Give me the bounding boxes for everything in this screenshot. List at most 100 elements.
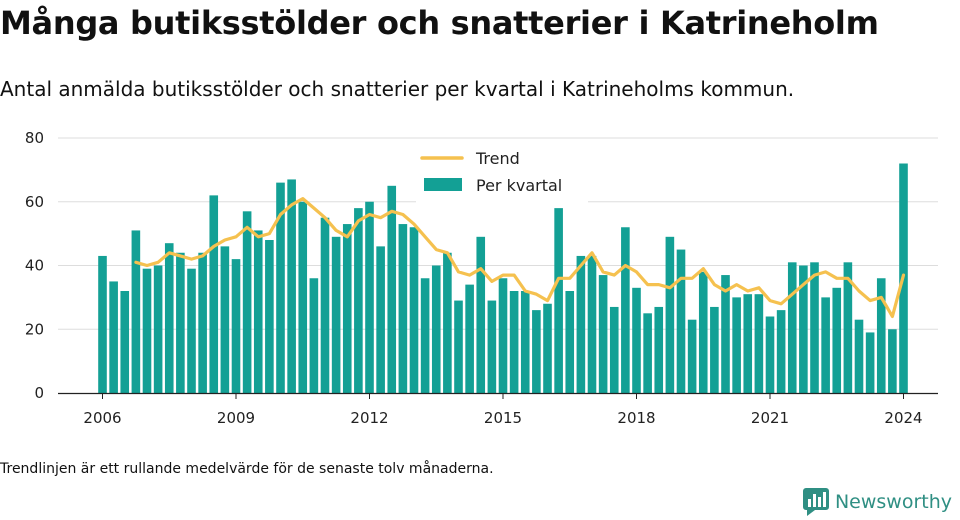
- x-tick-label: 2018: [617, 409, 655, 427]
- bar: [854, 319, 864, 393]
- x-tick-label: 2015: [484, 409, 522, 427]
- footnote: Trendlinjen är ett rullande medelvärde f…: [0, 461, 494, 477]
- bar: [799, 265, 808, 393]
- bar: [209, 195, 219, 393]
- bar: [654, 306, 664, 393]
- bar: [520, 291, 530, 393]
- bar: [276, 182, 285, 393]
- trend-line: [134, 196, 906, 319]
- bar: [476, 236, 486, 393]
- bar: [331, 236, 341, 393]
- bar: [98, 255, 107, 393]
- bar: [242, 211, 252, 393]
- legend: Trend Per kvartal: [416, 142, 588, 204]
- bar: [487, 300, 497, 393]
- bar: [176, 252, 185, 393]
- brand: Newsworthy: [802, 488, 952, 516]
- bar: [754, 294, 764, 393]
- bar: [632, 287, 641, 393]
- bar: [387, 185, 397, 393]
- x-tick-label: 2009: [217, 409, 255, 427]
- chart-area: 0 20 40 60 80 2006 2009 2012 2015 2018 2021 2024 T…: [25, 129, 938, 427]
- bar: [643, 313, 652, 393]
- bar: [888, 329, 897, 393]
- bar: [187, 268, 196, 393]
- x-axis: 2006 2009 2012 2015 2018 2021 2024: [58, 392, 938, 427]
- bar: [398, 224, 408, 393]
- bar: [142, 268, 152, 393]
- bar: [587, 255, 597, 393]
- bar: [420, 278, 430, 393]
- trend-series: [134, 196, 906, 319]
- bar: [543, 303, 552, 393]
- bar: [253, 230, 263, 393]
- y-tick-label: 20: [25, 320, 44, 338]
- legend-trend-label: Trend: [475, 149, 520, 168]
- bar: [509, 291, 519, 393]
- x-tick-label: 2024: [884, 409, 922, 427]
- bar: [821, 297, 830, 393]
- bar: [843, 262, 853, 393]
- bar: [721, 275, 730, 393]
- bar: [265, 240, 274, 393]
- y-axis-labels: 0 20 40 60 80: [25, 129, 44, 402]
- legend-bar-label: Per kvartal: [476, 176, 562, 195]
- bar: [443, 252, 452, 393]
- bar: [287, 179, 296, 393]
- bar: [376, 246, 385, 393]
- x-tick-label: 2006: [83, 409, 121, 427]
- bar: [698, 271, 708, 393]
- bar: [532, 310, 541, 393]
- y-tick-label: 80: [25, 129, 44, 147]
- bar: [431, 265, 441, 393]
- bar: [621, 227, 630, 393]
- bar: [109, 281, 118, 393]
- bar: [454, 300, 463, 393]
- bar: [498, 278, 508, 393]
- bar: [164, 243, 174, 393]
- bar: [598, 275, 608, 393]
- bar: [743, 294, 753, 393]
- brand-name: Newsworthy: [834, 491, 952, 513]
- x-tick-label: 2012: [350, 409, 388, 427]
- bar: [198, 252, 207, 393]
- bar-chart-logo-icon: [802, 488, 829, 516]
- bar: [876, 278, 886, 393]
- chart-subtitle: Antal anmälda butiksstölder och snatteri…: [0, 77, 795, 101]
- bar: [409, 227, 419, 393]
- bar: [665, 236, 675, 393]
- bar: [342, 224, 352, 393]
- bar: [676, 249, 686, 393]
- bar: [865, 332, 875, 393]
- bar: [465, 284, 474, 393]
- bar: [153, 265, 163, 393]
- bar: [309, 278, 319, 393]
- legend-bar-swatch: [424, 178, 462, 191]
- bar: [131, 230, 141, 393]
- bar: [354, 208, 363, 393]
- bar: [298, 201, 308, 393]
- bar: [565, 291, 575, 393]
- bar: [120, 291, 130, 393]
- bar: [609, 306, 619, 393]
- bar: [576, 255, 586, 393]
- x-tick-label: 2021: [751, 409, 789, 427]
- bar: [231, 259, 241, 393]
- y-tick-label: 0: [34, 384, 44, 402]
- y-tick-label: 60: [25, 193, 44, 211]
- bar: [776, 310, 786, 393]
- chart-title: Många butiksstölder och snatterier i Kat…: [0, 4, 879, 42]
- y-tick-label: 40: [25, 257, 44, 275]
- bar-series: [98, 163, 908, 393]
- bar: [710, 306, 719, 393]
- bar: [687, 319, 697, 393]
- bar: [832, 287, 842, 393]
- bar: [220, 246, 230, 393]
- bar: [554, 208, 563, 393]
- bar: [320, 217, 330, 393]
- bar: [365, 201, 374, 393]
- legend-background: [416, 142, 588, 204]
- bar: [810, 262, 819, 393]
- bar: [732, 297, 741, 393]
- bar: [787, 262, 797, 393]
